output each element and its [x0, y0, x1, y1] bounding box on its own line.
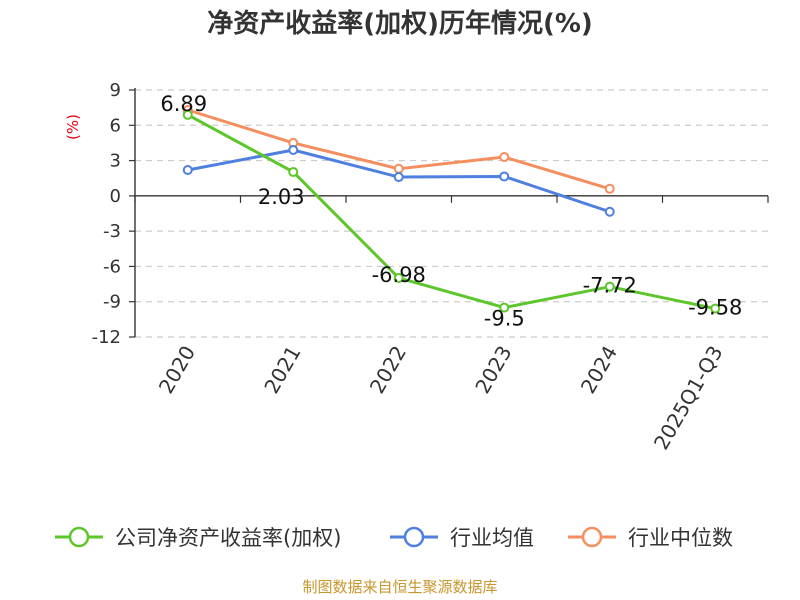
data-label: -9.5: [484, 307, 525, 331]
data-point-0: [710, 303, 721, 314]
data-point-2: [499, 152, 510, 163]
y-tick-label: -3: [103, 221, 121, 242]
data-point-1: [393, 172, 404, 183]
series-group: [182, 104, 721, 314]
x-tick-label: 2021: [259, 342, 305, 398]
data-point-2: [393, 163, 404, 174]
y-tick-label: 0: [110, 186, 121, 207]
y-axis-unit: (%): [64, 114, 82, 140]
data-point-0: [393, 272, 404, 283]
data-point-0: [604, 281, 615, 292]
data-label: -7.72: [583, 274, 637, 298]
legend-label: 行业均值: [450, 526, 534, 550]
legend-swatch-marker: [68, 526, 90, 548]
y-tick-label: 9: [110, 80, 121, 101]
y-tick-label: -6: [103, 256, 121, 277]
x-tick-label: 2024: [576, 342, 622, 398]
chart-title: 净资产收益率(加权)历年情况(%): [207, 8, 593, 39]
data-point-1: [604, 206, 615, 217]
data-point-2: [604, 183, 615, 194]
data-point-1: [182, 164, 193, 175]
data-point-0: [499, 302, 510, 313]
legend: 公司净资产收益率(加权) 行业均值 行业中位数: [55, 526, 733, 550]
data-labels: 6.89 2.03 -6.98 -9.5 -7.72 -9.58: [160, 92, 742, 331]
data-point-0: [182, 109, 193, 120]
y-tick-label: 6: [110, 115, 121, 136]
y-tick-label: -9: [103, 292, 121, 313]
legend-swatch-marker: [403, 526, 425, 548]
legend-swatch-marker: [581, 526, 603, 548]
legend-label: 行业中位数: [628, 526, 733, 550]
data-label: 2.03: [258, 185, 305, 209]
series-line-0: [187, 113, 716, 311]
y-tick-label: -12: [92, 327, 121, 348]
data-label: -6.98: [372, 263, 426, 287]
legend-label: 公司净资产收益率(加权): [115, 526, 341, 550]
x-tick-label: 2023: [470, 342, 516, 398]
x-tick-label: 2020: [154, 342, 200, 398]
x-tick-label: 2022: [365, 342, 411, 398]
data-point-1: [288, 144, 299, 155]
y-tick-label: 3: [110, 151, 121, 172]
data-label: 6.89: [160, 92, 207, 116]
data-point-0: [288, 166, 299, 177]
x-tick-label: 2025Q1-Q3: [649, 342, 728, 454]
footer-source: 制图数据来自恒生聚源数据库: [302, 578, 497, 596]
data-point-1: [499, 171, 510, 182]
data-label: -9.58: [688, 296, 742, 320]
